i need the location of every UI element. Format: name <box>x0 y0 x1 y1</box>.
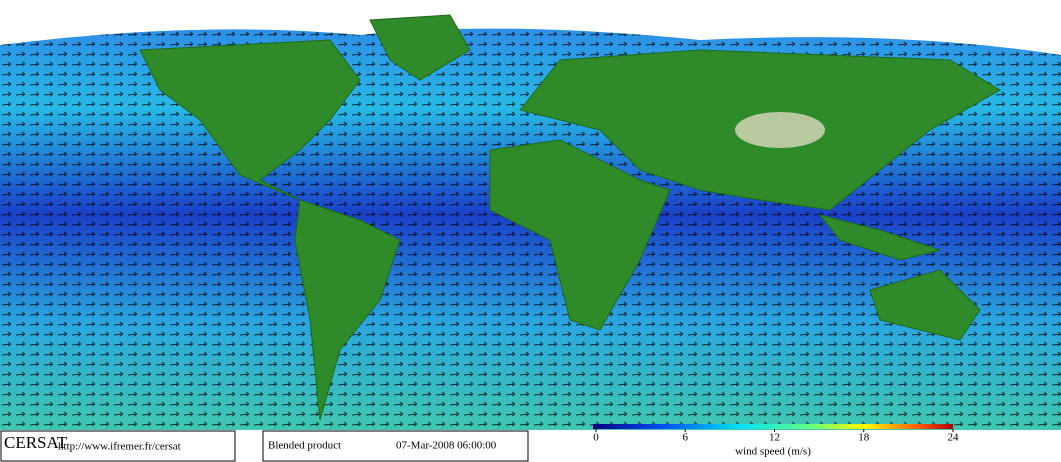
product: Blended product <box>268 440 341 452</box>
date: 07-Mar-2008 06:00:00 <box>396 440 497 452</box>
colorbar-label: wind speed (m/s) <box>735 446 811 458</box>
logo: CERSAT <box>4 433 68 452</box>
colorbar-tick-label: 12 <box>769 432 780 444</box>
polar-ice <box>0 0 1061 55</box>
colorbar-tick-label: 0 <box>593 432 599 444</box>
colorbar-tick-label: 24 <box>948 432 960 444</box>
logo-box <box>0 430 236 462</box>
colorbar-tick-label: 6 <box>683 432 689 444</box>
colorbar-ticks: 0 6 12 18 24 <box>593 429 959 444</box>
colorbar-tick-label: 18 <box>858 432 870 444</box>
url: http://www.ifremer.fr/cersat <box>58 441 181 453</box>
tibet-plateau <box>735 112 825 148</box>
colorbar <box>593 424 953 429</box>
product-box <box>262 430 529 462</box>
